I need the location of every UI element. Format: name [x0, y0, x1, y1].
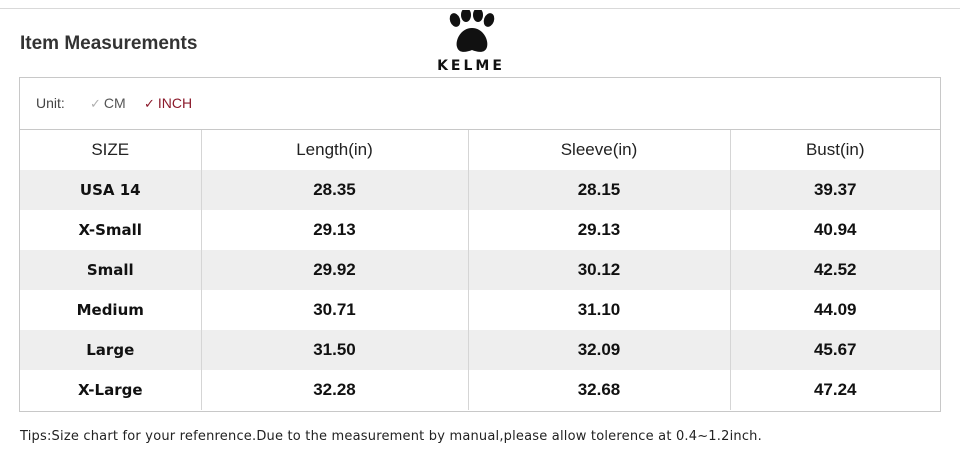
length-cell: 32.28 [200, 370, 468, 410]
table-row: X-Small 29.13 29.13 40.94 [20, 210, 940, 250]
bust-cell: 44.09 [729, 290, 940, 330]
table-row: Medium 30.71 31.10 44.09 [20, 290, 940, 330]
length-cell: 30.71 [200, 290, 468, 330]
top-divider [0, 8, 960, 9]
table-row: Large 31.50 32.09 45.67 [20, 330, 940, 370]
size-cell: Small [20, 250, 201, 290]
size-cell: USA 14 [20, 170, 201, 210]
header-length: Length(in) [200, 130, 468, 170]
unit-option-inch[interactable]: ✓ INCH [144, 95, 193, 111]
header-sleeve: Sleeve(in) [467, 130, 730, 170]
size-cell: X-Large [77, 381, 143, 399]
unit-option-cm[interactable]: ✓ CM [90, 95, 126, 111]
sleeve-cell: 31.10 [467, 290, 730, 330]
bust-cell: 45.67 [729, 330, 940, 370]
sleeve-cell: 32.68 [467, 370, 730, 410]
length-cell: 29.92 [200, 250, 468, 290]
page-title: Item Measurements [20, 33, 198, 54]
sleeve-cell: 28.15 [467, 170, 730, 210]
bust-cell: 39.37 [729, 170, 940, 210]
tips-note: Tips:Size chart for your refenrence.Due … [20, 429, 762, 444]
length-cell: 29.13 [200, 210, 468, 250]
size-cell: X-Small [78, 221, 142, 239]
sleeve-cell: 32.09 [467, 330, 730, 370]
brand-name: KELME [437, 58, 505, 74]
unit-selector: Unit: ✓ CM ✓ INCH [20, 78, 940, 130]
header-size: SIZE [91, 140, 130, 159]
length-cell: 31.50 [200, 330, 468, 370]
length-cell: 28.35 [200, 170, 468, 210]
bust-cell: 47.24 [729, 370, 940, 410]
measurement-table: SIZE Length(in) Sleeve(in) Bust(in) USA … [20, 130, 940, 410]
table-header-row: SIZE Length(in) Sleeve(in) Bust(in) [20, 130, 940, 170]
brand-logo: KELME [425, 10, 517, 76]
size-chart: Unit: ✓ CM ✓ INCH SIZE Length(in) Sleeve(i… [19, 77, 941, 412]
sleeve-cell: 30.12 [467, 250, 730, 290]
bust-cell: 42.52 [729, 250, 940, 290]
size-cell: Large [20, 330, 201, 370]
unit-label: Unit: [36, 95, 65, 111]
check-icon: ✓ [90, 96, 101, 111]
sleeve-cell: 29.13 [467, 210, 730, 250]
size-cell: Medium [76, 301, 144, 319]
header-bust: Bust(in) [729, 130, 940, 170]
check-icon: ✓ [144, 96, 155, 111]
table-row: Small 29.92 30.12 42.52 [20, 250, 940, 290]
table-row: USA 14 28.35 28.15 39.37 [20, 170, 940, 210]
bust-cell: 40.94 [729, 210, 940, 250]
paw-icon [449, 10, 495, 52]
table-row: X-Large 32.28 32.68 47.24 [20, 370, 940, 410]
